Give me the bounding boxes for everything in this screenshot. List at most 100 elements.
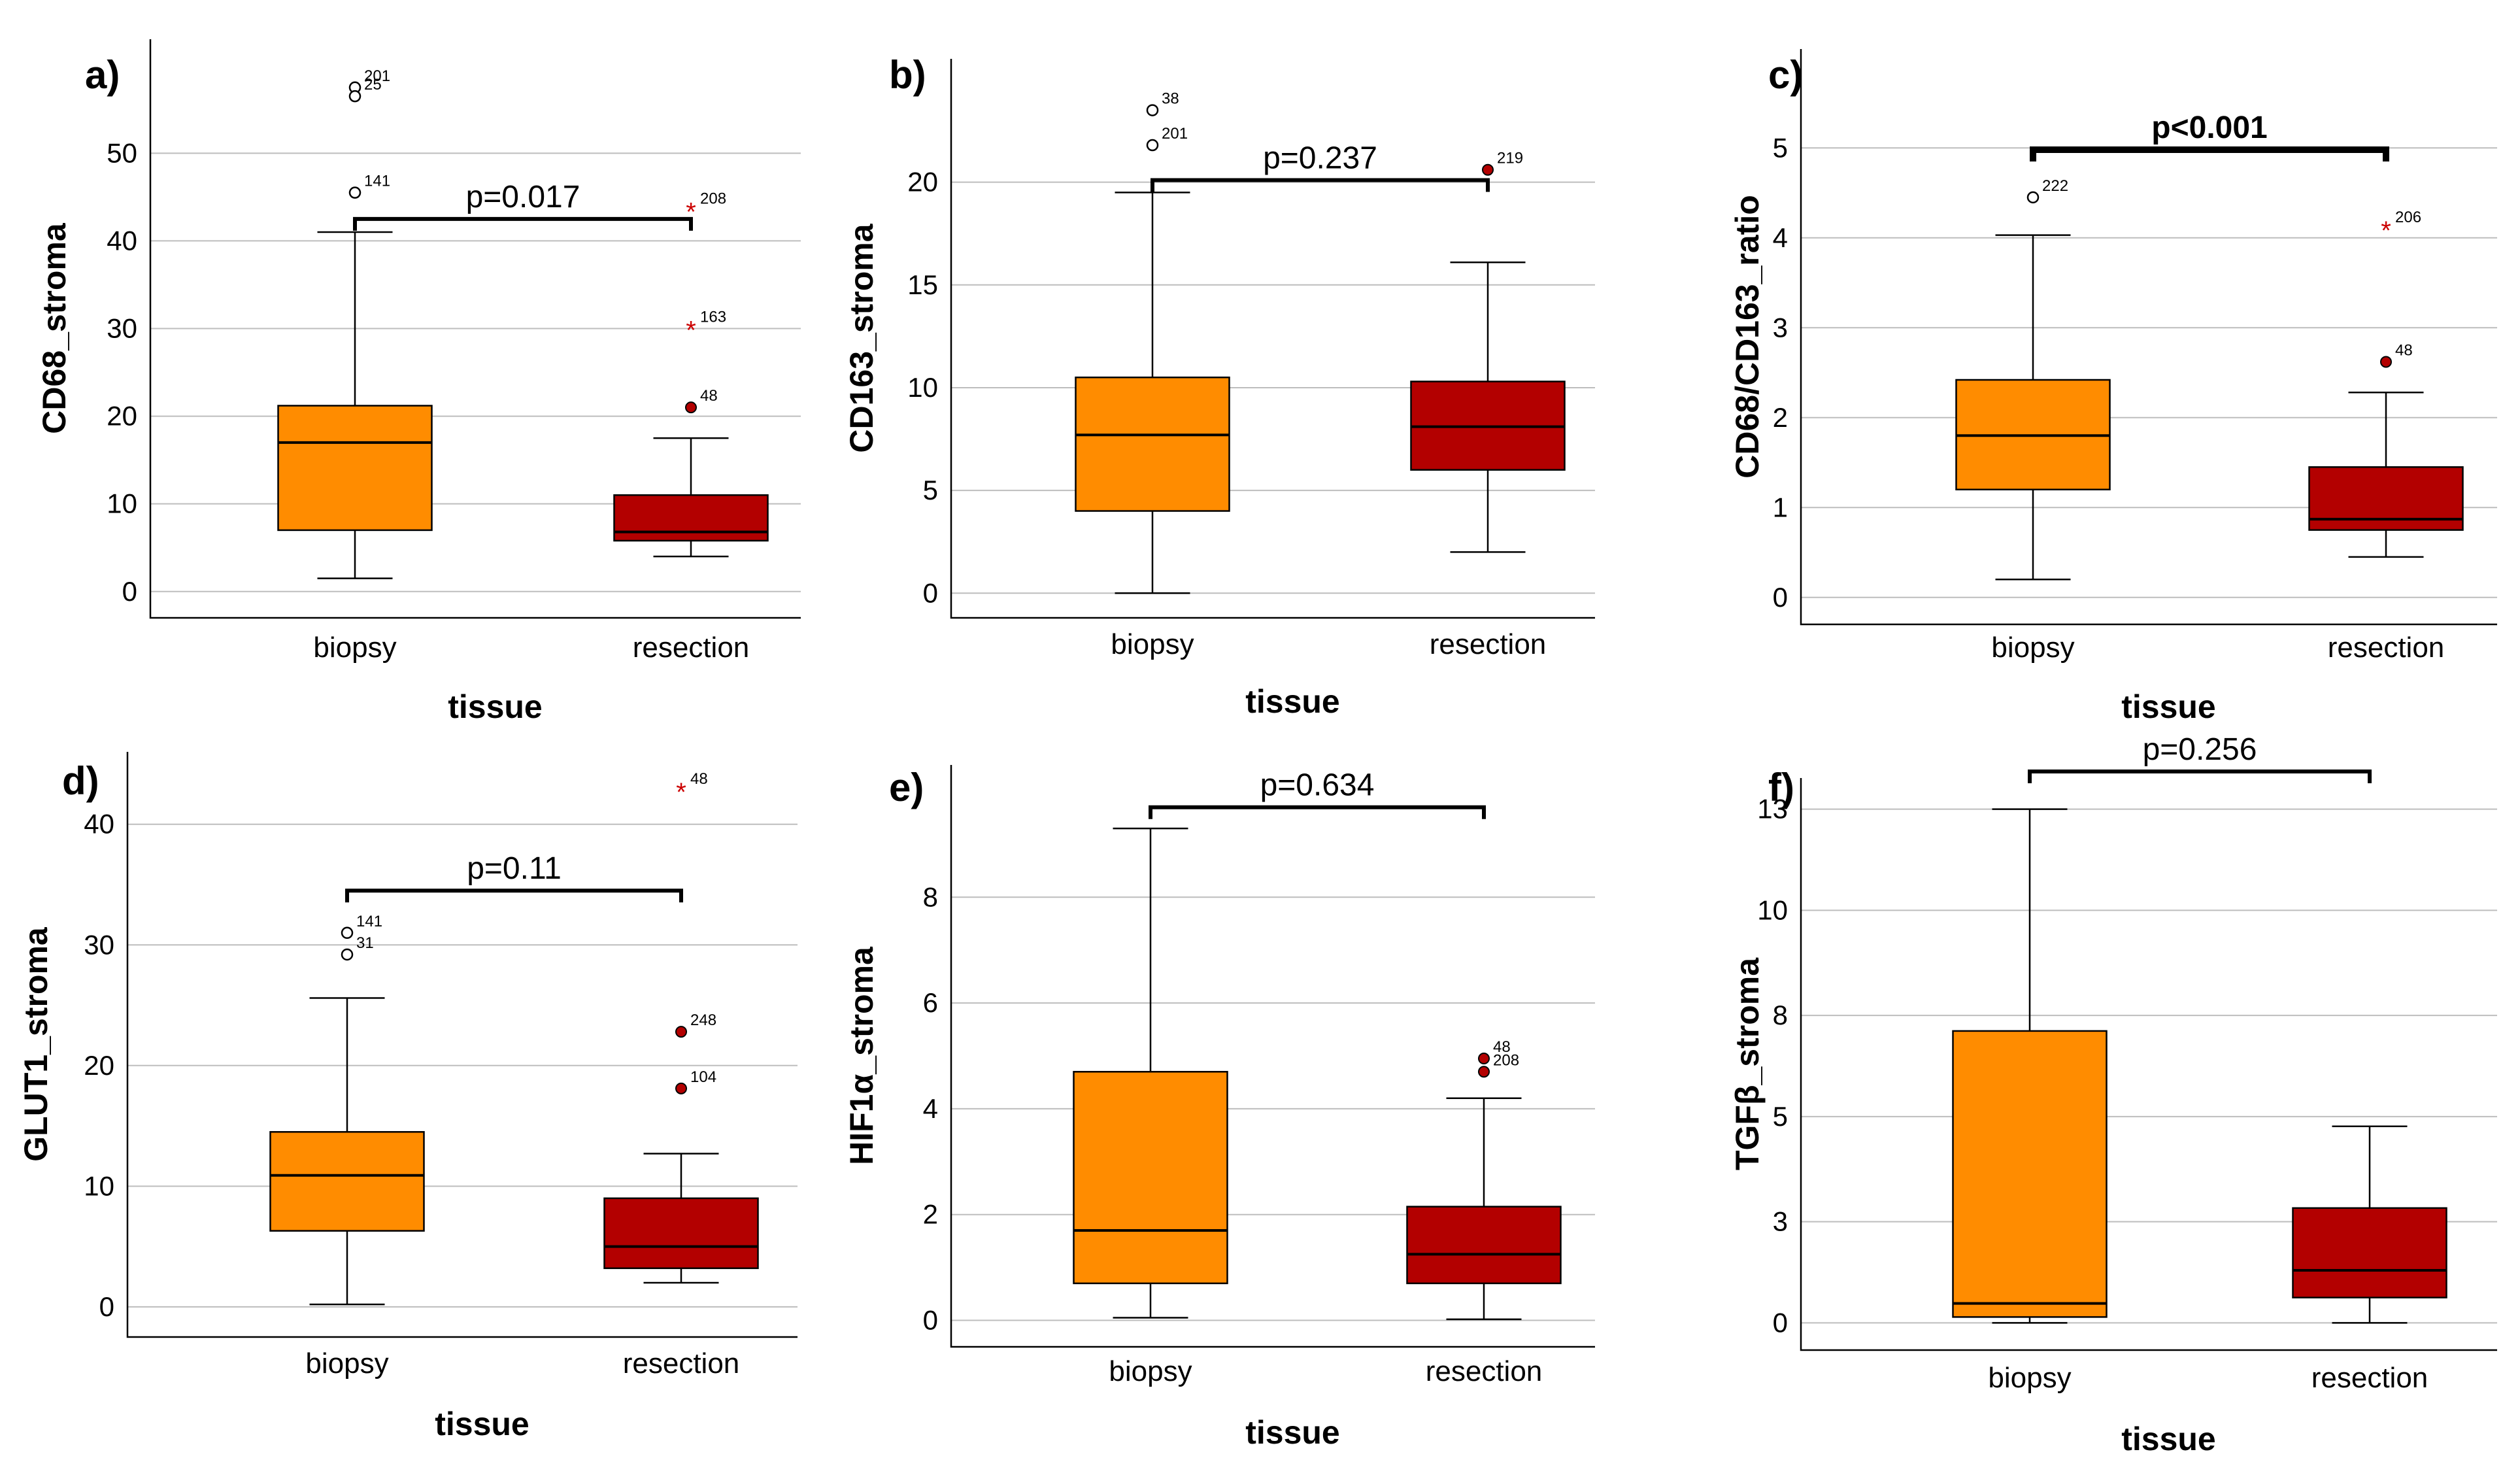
outlier-label: 206	[2395, 209, 2421, 226]
significance-bracket	[2028, 770, 2372, 783]
box-resection	[613, 494, 769, 542]
outlier-label: 163	[700, 309, 726, 326]
y-axis-label: TGFβ_stroma	[1729, 957, 1766, 1170]
significance-bracket	[1151, 178, 1490, 192]
axis-frame	[950, 59, 1595, 619]
category-label-biopsy: biopsy	[305, 1347, 388, 1380]
outlier-dot	[1482, 163, 1494, 176]
y-tick-label: 30	[84, 929, 114, 960]
y-tick-label: 20	[907, 167, 938, 197]
outlier-label: 208	[700, 190, 726, 207]
y-tick-label: 0	[923, 577, 938, 608]
category-label-biopsy: biopsy	[1991, 632, 2074, 664]
panel-c: 0 1 2 3 4 5 222 biopsy * 206 48 resection p<0.001 c) C…	[1729, 49, 2497, 725]
panel-letter: c)	[1768, 53, 1803, 97]
y-tick-label: 8	[1773, 1000, 1788, 1030]
outlier-label: 38	[1162, 90, 1179, 108]
category-label-biopsy: biopsy	[1111, 628, 1194, 660]
panel-b: 0 5 10 15 20 38 201 biopsy 219 resection p=0.237 b)…	[843, 53, 1595, 720]
outlier-label: 141	[356, 913, 382, 930]
outlier-star: *	[2381, 216, 2391, 245]
p-value-label: p=0.634	[1260, 768, 1375, 803]
y-tick-label: 8	[923, 881, 938, 912]
significance-bracket	[1149, 805, 1486, 819]
panel-letter: a)	[85, 53, 120, 97]
box-resection	[2308, 466, 2464, 531]
significance-bracket	[353, 216, 693, 231]
outlier-label: 25	[364, 76, 382, 93]
outlier-label: 219	[1497, 150, 1523, 167]
axis-frame	[126, 752, 798, 1338]
panel-d: 0 10 20 30 40 141 31 biopsy * 48 248 104 resection p=…	[18, 752, 798, 1442]
y-tick-label: 2	[923, 1199, 938, 1230]
outlier-label: 31	[356, 934, 374, 952]
category-label-resection: resection	[2328, 632, 2445, 664]
y-tick-label: 15	[907, 269, 938, 300]
y-tick-label: 0	[122, 576, 137, 607]
outlier-label: 48	[2395, 342, 2413, 360]
axis-frame	[1800, 778, 2497, 1351]
box-resection	[603, 1197, 759, 1270]
category-label-resection: resection	[633, 632, 750, 664]
outlier-label: 201	[364, 67, 390, 85]
outlier-star: *	[676, 778, 686, 807]
box-biopsy	[1075, 376, 1230, 512]
y-tick-label: 20	[107, 401, 137, 432]
outlier-circle	[2026, 191, 2040, 204]
outlier-label: 201	[1162, 125, 1188, 143]
category-label-resection: resection	[1430, 628, 1547, 660]
y-axis-label: CD68_stroma	[36, 222, 73, 434]
p-value-label: p=0.017	[466, 180, 580, 214]
axis-frame	[1800, 49, 2497, 626]
outlier-dot	[2380, 356, 2392, 368]
category-label-biopsy: biopsy	[1109, 1355, 1192, 1387]
significance-bracket	[2030, 146, 2389, 161]
outlier-circle	[341, 926, 354, 940]
outlier-label: 48	[700, 387, 718, 405]
y-tick-label: 0	[923, 1305, 938, 1336]
outlier-circle	[348, 186, 361, 199]
y-axis-label: CD68/CD163_ratio	[1729, 195, 1766, 479]
outlier-circle	[341, 948, 354, 961]
x-axis-label: tissue	[435, 1406, 529, 1442]
category-label-resection: resection	[623, 1347, 740, 1380]
y-tick-label: 2	[1773, 402, 1788, 433]
box-biopsy	[277, 405, 433, 532]
panel-letter: f)	[1768, 766, 1794, 809]
x-axis-label: tissue	[1245, 1414, 1340, 1451]
box-biopsy	[1952, 1030, 2108, 1318]
outlier-label: 222	[2042, 177, 2068, 195]
panel-f: 0 3 5 8 10 13 biopsy resection p=0.256 f) TGFβ_str…	[1729, 732, 2497, 1457]
y-tick-label: 3	[1773, 312, 1788, 343]
significance-bracket	[345, 889, 683, 903]
y-axis-label: HIF1α_stroma	[843, 946, 880, 1165]
box-biopsy	[1073, 1071, 1228, 1285]
outlier-label: 141	[364, 173, 390, 190]
category-label-resection: resection	[2311, 1362, 2428, 1394]
y-tick-label: 10	[1757, 894, 1788, 925]
axis-frame	[149, 39, 801, 619]
p-value-label: p=0.11	[467, 851, 562, 886]
outlier-circle	[1146, 139, 1159, 152]
outlier-dot	[685, 401, 697, 414]
p-value-label: p<0.001	[2151, 110, 2267, 145]
y-tick-label: 50	[107, 137, 137, 168]
y-tick-label: 10	[84, 1170, 114, 1201]
y-tick-label: 30	[107, 313, 137, 344]
y-tick-label: 5	[1773, 1101, 1788, 1132]
y-tick-label: 40	[84, 809, 114, 839]
x-axis-label: tissue	[448, 688, 543, 725]
y-tick-label: 0	[1773, 1307, 1788, 1338]
y-tick-label: 5	[1773, 132, 1788, 163]
y-tick-label: 0	[99, 1291, 114, 1322]
y-tick-label: 5	[923, 475, 938, 505]
panel-letter: d)	[62, 759, 99, 803]
y-tick-label: 10	[907, 372, 938, 403]
outlier-label: 104	[690, 1068, 716, 1086]
outlier-dot	[675, 1026, 687, 1038]
outlier-dot	[1478, 1066, 1490, 1078]
category-label-biopsy: biopsy	[313, 632, 396, 664]
